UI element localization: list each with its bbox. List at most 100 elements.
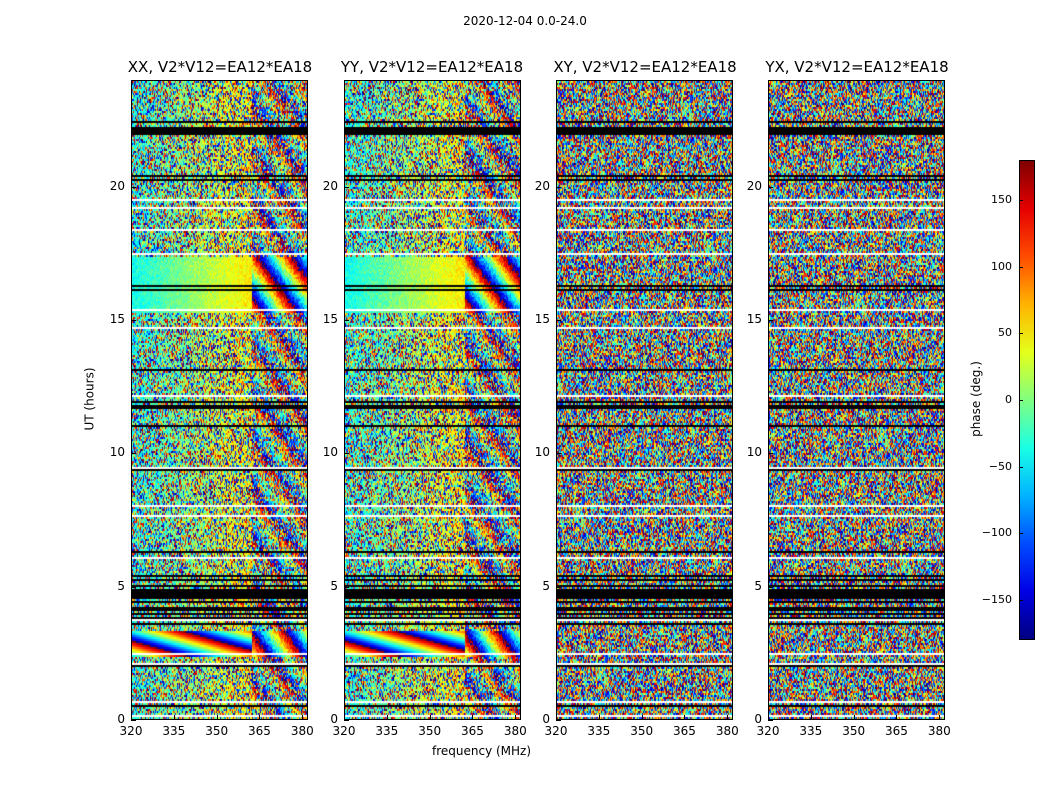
- x-tick-label: 380: [503, 724, 527, 738]
- x-tick-label: 320: [544, 724, 568, 738]
- x-tick-label: 320: [332, 724, 356, 738]
- y-tick-mark: [344, 320, 349, 321]
- x-tick-label: 335: [587, 724, 611, 738]
- y-tick-label: 5: [542, 578, 550, 593]
- x-axis-label: frequency (MHz): [432, 744, 532, 758]
- y-tick-label: 10: [322, 445, 338, 460]
- y-tick-mark: [344, 720, 349, 721]
- x-tick-label: 380: [927, 724, 951, 738]
- panel-xx-heatmap: [131, 80, 308, 720]
- y-tick-label: 5: [117, 578, 125, 593]
- x-tick-mark: [896, 715, 898, 720]
- colorbar-tick-mark: [1019, 600, 1023, 601]
- heatmap-canvas-xx: [132, 81, 307, 719]
- x-tick-label: 350: [418, 724, 442, 738]
- x-tick-mark: [768, 715, 769, 720]
- y-tick-mark: [768, 320, 773, 321]
- y-tick-label: 20: [534, 178, 550, 193]
- figure-suptitle: 2020-12-04 0.0-24.0: [463, 14, 587, 28]
- y-tick-mark: [131, 320, 136, 321]
- panel-yx-heatmap: [768, 80, 945, 720]
- colorbar-tick-mark: [1019, 466, 1023, 468]
- colorbar-tick-mark: [1019, 533, 1023, 535]
- y-tick-label: 20: [109, 178, 125, 193]
- x-tick-mark: [131, 715, 132, 720]
- y-tick-mark: [768, 586, 773, 588]
- y-tick-mark: [344, 586, 349, 588]
- x-tick-mark: [259, 715, 261, 720]
- y-tick-mark: [768, 720, 773, 721]
- y-axis-label: UT (hours): [82, 367, 97, 431]
- colorbar-tick-label: 100: [991, 259, 1012, 273]
- y-tick-label: 0: [542, 712, 550, 726]
- y-tick-label: 5: [754, 578, 762, 593]
- x-tick-mark: [727, 715, 729, 720]
- y-tick-mark: [556, 186, 561, 188]
- x-tick-mark: [556, 715, 557, 720]
- colorbar-tick-label: −50: [988, 459, 1012, 473]
- y-tick-label: 15: [534, 312, 550, 326]
- y-tick-label: 10: [534, 445, 550, 460]
- x-tick-mark: [472, 715, 474, 720]
- x-tick-mark: [684, 715, 686, 720]
- y-tick-label: 10: [109, 445, 125, 460]
- x-tick-label: 365: [673, 724, 696, 738]
- x-tick-label: 380: [290, 724, 314, 738]
- colorbar-tick-mark: [1019, 333, 1023, 335]
- panel-title-yy: YY, V2*V12=EA12*EA18: [340, 58, 524, 76]
- x-tick-mark: [598, 715, 600, 720]
- colorbar-tick-label: −100: [981, 526, 1012, 540]
- x-tick-label: 365: [248, 724, 271, 738]
- y-tick-label: 10: [746, 445, 762, 460]
- y-tick-label: 15: [746, 312, 762, 326]
- x-tick-mark: [216, 715, 218, 720]
- y-tick-mark: [131, 586, 136, 588]
- panel-yy-heatmap: [344, 80, 521, 720]
- y-tick-mark: [344, 186, 349, 188]
- heatmap-canvas-yy: [345, 81, 520, 719]
- x-tick-mark: [939, 715, 941, 720]
- colorbar-tick-label: 150: [991, 193, 1012, 206]
- x-tick-mark: [641, 715, 643, 720]
- y-tick-mark: [768, 186, 773, 188]
- x-tick-label: 380: [715, 724, 739, 738]
- y-tick-mark: [556, 720, 561, 721]
- x-tick-label: 350: [630, 724, 654, 738]
- x-tick-mark: [429, 715, 431, 720]
- x-tick-label: 320: [756, 724, 780, 738]
- panel-title-xx: XX, V2*V12=EA12*EA18: [127, 58, 313, 76]
- x-tick-mark: [515, 715, 517, 720]
- x-tick-mark: [173, 715, 175, 720]
- y-tick-mark: [556, 453, 561, 455]
- y-tick-mark: [768, 453, 773, 455]
- y-tick-label: 20: [322, 178, 338, 193]
- x-tick-label: 335: [799, 724, 823, 738]
- y-tick-mark: [131, 186, 136, 188]
- panel-xy-heatmap: [556, 80, 733, 720]
- y-tick-label: 15: [109, 312, 125, 326]
- heatmap-canvas-yx: [769, 81, 944, 719]
- x-tick-label: 320: [119, 724, 143, 738]
- y-tick-label: 0: [117, 712, 125, 726]
- x-tick-mark: [302, 715, 304, 720]
- x-tick-label: 365: [885, 724, 908, 738]
- x-tick-label: 350: [842, 724, 866, 738]
- panel-title-yx: YX, V2*V12=EA12*EA18: [765, 58, 949, 76]
- y-tick-label: 0: [330, 712, 338, 726]
- y-tick-mark: [131, 720, 136, 721]
- y-tick-mark: [556, 320, 561, 321]
- colorbar-tick-label: 0: [1005, 393, 1012, 406]
- y-tick-label: 5: [330, 578, 338, 593]
- x-tick-mark: [386, 715, 388, 720]
- colorbar-tick-label: −150: [981, 593, 1012, 606]
- x-tick-mark: [810, 715, 812, 720]
- x-tick-mark: [344, 715, 345, 720]
- colorbar-tick-label: 50: [998, 326, 1012, 340]
- x-tick-label: 365: [461, 724, 484, 738]
- y-tick-mark: [556, 586, 561, 588]
- y-tick-mark: [131, 453, 136, 455]
- colorbar-tick-mark: [1019, 200, 1023, 201]
- colorbar-tick-mark: [1019, 266, 1023, 268]
- y-tick-mark: [344, 453, 349, 455]
